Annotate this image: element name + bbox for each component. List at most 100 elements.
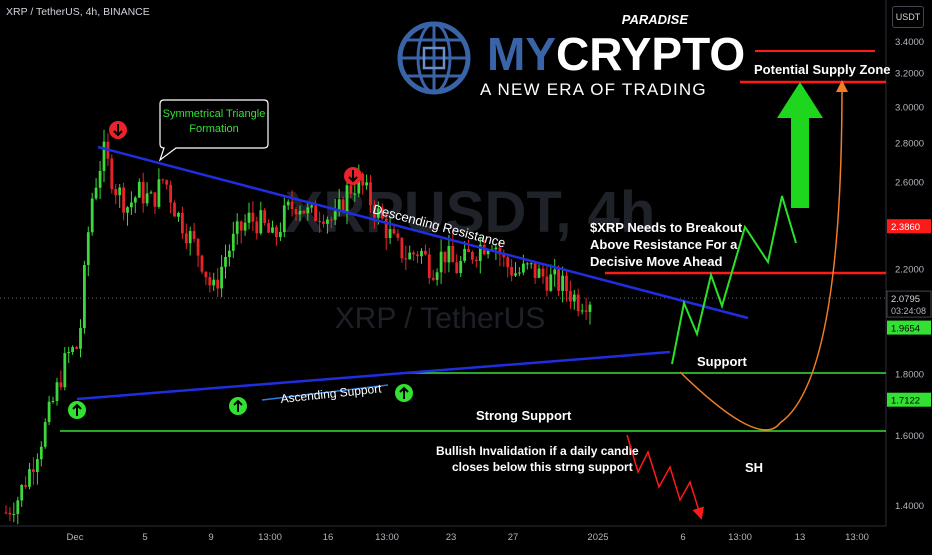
candle-body	[141, 181, 145, 204]
candle-body	[263, 210, 267, 224]
candle-body	[322, 221, 325, 224]
x-tick-label: 16	[323, 532, 334, 543]
candle-body	[474, 259, 478, 261]
candle-body	[220, 266, 223, 289]
candle-body	[184, 233, 188, 244]
candle-body	[553, 269, 557, 275]
x-tick-label: 13:00	[728, 532, 752, 543]
candle-body	[286, 201, 290, 206]
price-badge	[887, 392, 931, 407]
x-tick-label: 13:00	[258, 532, 282, 543]
candle-body	[431, 277, 435, 280]
watermark-subtitle: XRP / TetherUS	[335, 302, 546, 335]
candle-body	[177, 212, 180, 217]
candle-body	[329, 219, 333, 221]
triangle-callout[interactable]: Symmetrical Triangle Formation	[158, 99, 269, 162]
candle-body	[494, 247, 498, 250]
bearish-projection-path[interactable]	[626, 434, 704, 520]
candle-body	[126, 207, 129, 213]
y-tick-label: 2.8000	[895, 139, 924, 150]
candle-body	[67, 352, 71, 354]
candle-body	[349, 185, 353, 194]
candle-body	[157, 179, 161, 207]
candle-body	[20, 485, 24, 501]
descending-resistance-trendline[interactable]	[97, 145, 749, 320]
price-badge-value: 1.7122	[891, 396, 920, 407]
symbol-title[interactable]: XRP / TetherUS, 4h, BINANCE	[6, 6, 150, 18]
y-tick-label: 1.8000	[895, 370, 924, 381]
candle-body	[36, 459, 39, 472]
candle-body	[24, 485, 27, 487]
candle-body	[83, 265, 86, 329]
y-tick-label: 1.6000	[895, 431, 924, 442]
ascending-support-label: Ascending Support	[280, 381, 383, 406]
candle-body	[588, 304, 592, 312]
candle-body	[580, 310, 584, 312]
candle-body	[51, 401, 55, 402]
candle-body	[204, 271, 208, 278]
candle-body	[55, 382, 59, 401]
candlestick-series[interactable]	[4, 129, 592, 525]
candle-body	[298, 210, 302, 215]
candle-body	[12, 514, 16, 515]
candle-body	[137, 181, 141, 198]
price-badge	[887, 320, 931, 335]
brand-tagline: A NEW ERA OF TRADING	[480, 80, 707, 99]
countdown-label: 03:24:08	[891, 306, 926, 316]
candle-body	[39, 446, 43, 460]
candle-body	[514, 273, 517, 276]
candle-body	[569, 291, 572, 302]
invalidation-line2: closes below this strng support	[452, 460, 633, 474]
ascending-support-trendline[interactable]	[76, 350, 671, 401]
candle-body	[318, 221, 321, 222]
candle-body	[98, 170, 102, 188]
candle-body	[333, 211, 337, 220]
candle-body	[47, 401, 51, 423]
x-tick-label: Dec	[67, 532, 84, 543]
candle-body	[408, 252, 412, 260]
y-tick-label: 3.0000	[895, 103, 924, 114]
price-axis[interactable]: 3.40003.20003.00002.80002.60002.40002.20…	[895, 37, 924, 512]
candle-body	[43, 422, 47, 447]
strong-support-label: Strong Support	[476, 408, 572, 423]
x-tick-label: 23	[446, 532, 457, 543]
candle-body	[427, 254, 431, 278]
candle-body	[373, 205, 376, 218]
candle-body	[200, 255, 204, 272]
svg-text:MYCRYPTO: MYCRYPTO	[487, 28, 745, 80]
price-badge	[887, 219, 931, 234]
candle-body	[471, 252, 474, 260]
currency-badge[interactable]: USDT	[892, 6, 924, 28]
candle-body	[353, 193, 357, 195]
candle-body	[294, 209, 298, 215]
candle-body	[94, 187, 98, 199]
candle-body	[306, 207, 310, 214]
support-label: Support	[697, 354, 747, 369]
candle-body	[467, 248, 470, 252]
candle-body	[192, 231, 196, 239]
candle-body	[161, 179, 165, 181]
candle-body	[90, 198, 94, 233]
brand-logo: PARADISE MYCRYPTO A NEW ERA OF TRADING	[397, 12, 745, 99]
candle-body	[533, 263, 537, 278]
x-tick-label: 6	[680, 532, 685, 543]
candle-body	[130, 202, 133, 208]
bullish-projection-path[interactable]	[671, 195, 797, 365]
down-arrow-marker-2	[344, 167, 362, 185]
candle-body	[122, 187, 125, 213]
orange-projection-curve[interactable]	[679, 80, 848, 431]
time-axis[interactable]: Dec 5 9 13:00 16 13:00 23 27 2025 6 13:00 13 13:00	[67, 532, 869, 543]
candle-body	[447, 246, 451, 263]
up-arrow-marker-3	[395, 384, 413, 402]
candle-body	[345, 185, 349, 212]
candle-body	[396, 233, 400, 238]
candle-body	[549, 274, 553, 291]
candle-body	[59, 382, 63, 388]
candle-body	[75, 347, 78, 349]
bullish-arrow-icon[interactable]	[777, 82, 823, 208]
candle-body	[572, 294, 576, 302]
candle-body	[424, 250, 427, 255]
